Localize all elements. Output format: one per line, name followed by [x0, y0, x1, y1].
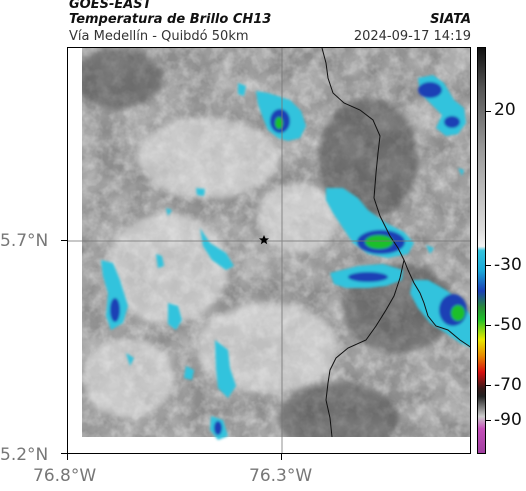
brightness-temperature-map — [68, 48, 470, 453]
lon-tick-1 — [67, 454, 68, 460]
lon-label-1: 76.8°W — [33, 466, 97, 486]
graticule — [68, 48, 470, 453]
colorbar-label-5: -90 — [494, 410, 522, 430]
lat-tick-1 — [61, 240, 67, 241]
lat-label-2: 5.2°N — [0, 445, 49, 465]
lon-label-2: 76.3°W — [249, 466, 313, 486]
colorbar-label-4: -70 — [494, 375, 522, 395]
product-title: Temperatura de Brillo CH13 — [69, 12, 272, 27]
colorbar-tick — [486, 325, 491, 326]
colorbar-tick — [486, 111, 491, 112]
colorbar-tick — [486, 420, 491, 421]
colorbar-tick — [486, 385, 491, 386]
map-panel — [67, 47, 471, 454]
star-icon — [259, 235, 269, 245]
route-subtitle: Vía Medellín - Quibdó 50km — [69, 29, 249, 44]
org-label: SIATA — [430, 12, 471, 27]
colorbar-label-1: 20 — [494, 100, 516, 120]
datetime-label: 2024-09-17 14:19 — [353, 29, 471, 44]
colorbar-label-3: -50 — [494, 315, 522, 335]
satellite-title: GOES-EAST — [69, 0, 152, 12]
lat-tick-2 — [61, 453, 67, 454]
colorbar-tick — [486, 265, 491, 266]
colorbar-label-2: -30 — [494, 255, 522, 275]
cold-cloud-regions — [101, 75, 470, 440]
border-lines — [321, 48, 470, 438]
lon-tick-2 — [281, 454, 282, 460]
lat-label-1: 5.7°N — [0, 231, 49, 251]
colorbar — [477, 47, 486, 454]
